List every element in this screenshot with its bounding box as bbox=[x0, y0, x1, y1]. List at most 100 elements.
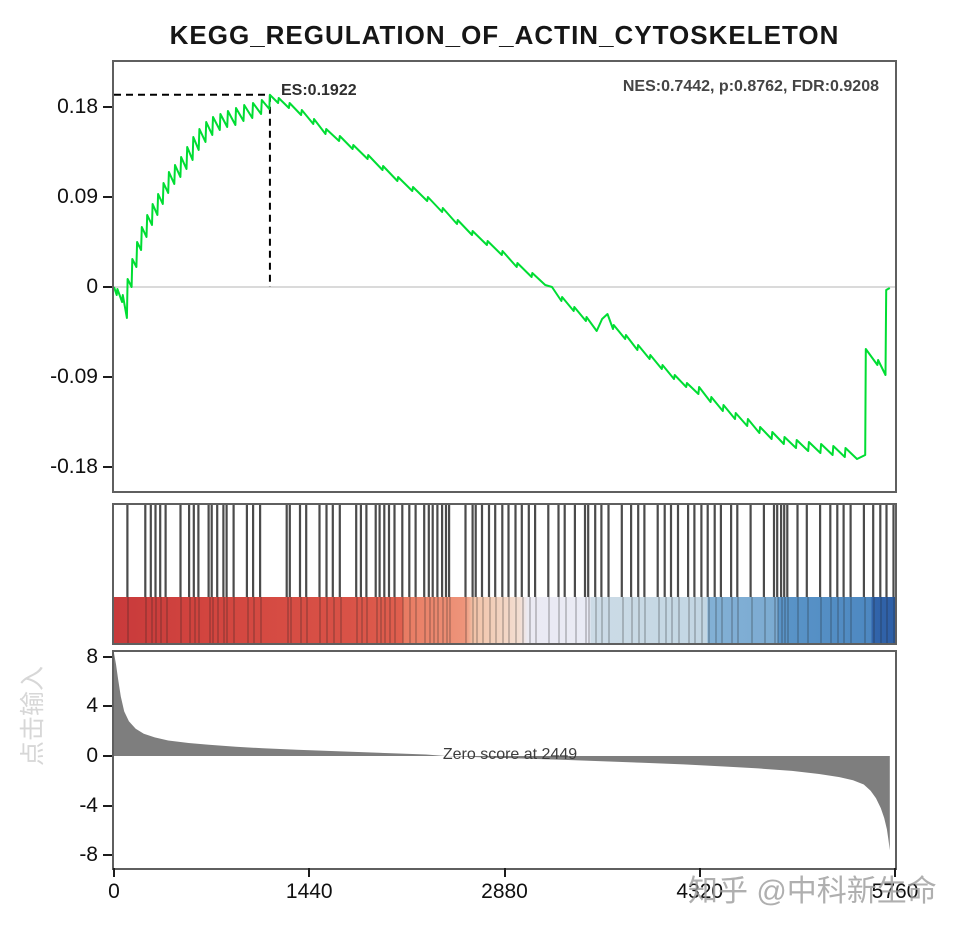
hit-line bbox=[305, 505, 308, 597]
hit-line bbox=[663, 505, 666, 597]
hit-line-shade bbox=[409, 597, 412, 643]
hit-line-shade bbox=[428, 597, 431, 643]
hit-line-shade bbox=[384, 597, 387, 643]
hit-line-shade bbox=[780, 597, 783, 643]
hit-line-shade bbox=[830, 597, 833, 643]
hit-line bbox=[126, 505, 129, 597]
hit-line-shade bbox=[260, 597, 263, 643]
hit-line bbox=[448, 505, 451, 597]
hit-line bbox=[583, 505, 587, 597]
hit-line-shade bbox=[508, 597, 511, 643]
hit-line bbox=[693, 505, 696, 597]
watermark-left: 点击输入 bbox=[19, 666, 47, 767]
hit-line bbox=[225, 505, 228, 597]
hit-line bbox=[252, 505, 255, 597]
hit-line-shade bbox=[475, 597, 478, 643]
hit-line-shade bbox=[644, 597, 647, 643]
hit-line bbox=[144, 505, 147, 597]
hit-line-shade bbox=[601, 597, 604, 643]
hit-line-shade bbox=[670, 597, 673, 643]
rank-ytick bbox=[103, 655, 112, 658]
hit-line bbox=[527, 505, 530, 597]
rank-ytick-label: 0 bbox=[86, 744, 98, 767]
hit-line bbox=[836, 505, 839, 597]
hit-line bbox=[676, 505, 680, 597]
hit-line-shade bbox=[515, 597, 518, 643]
hit-line-shade bbox=[442, 597, 445, 643]
hit-line bbox=[563, 505, 566, 597]
hit-line bbox=[700, 505, 703, 597]
nes-pvalue-fdr-label: NES:0.7442, p:0.8762, FDR:0.9208 bbox=[622, 78, 879, 95]
hit-line bbox=[298, 505, 302, 597]
hit-line-shade bbox=[657, 597, 660, 643]
ranked-metric-area bbox=[114, 653, 890, 851]
hit-line bbox=[331, 505, 334, 597]
hit-line-shade bbox=[217, 597, 220, 643]
hit-line bbox=[514, 505, 517, 597]
hit-line bbox=[892, 505, 895, 597]
hit-line bbox=[222, 505, 225, 597]
hit-line-shade bbox=[360, 597, 363, 643]
hit-line-shade bbox=[595, 597, 598, 643]
hit-line bbox=[557, 505, 560, 597]
hit-line bbox=[188, 505, 191, 597]
hit-line-shade bbox=[356, 597, 359, 643]
rank-ytick-label: -4 bbox=[79, 793, 98, 817]
hit-line-shade bbox=[449, 597, 452, 643]
hit-line bbox=[387, 505, 391, 597]
hit-line-shade bbox=[402, 597, 405, 643]
hit-line bbox=[441, 505, 444, 597]
hit-line bbox=[706, 505, 709, 597]
hit-line-shade bbox=[246, 597, 249, 643]
watermark-right: 知乎 @中科新生命 bbox=[688, 875, 937, 908]
gene-hit-barcode bbox=[126, 505, 895, 597]
hit-line bbox=[383, 505, 386, 597]
hit-line bbox=[783, 505, 786, 597]
hit-line bbox=[637, 505, 640, 597]
hit-line-shade bbox=[208, 597, 211, 643]
hit-line-shade bbox=[379, 597, 382, 643]
hit-line-shade bbox=[558, 597, 561, 643]
hit-line-shade bbox=[850, 597, 853, 643]
hit-line-shade bbox=[150, 597, 153, 643]
es-ytick-label: 0 bbox=[86, 275, 98, 298]
hit-line bbox=[600, 505, 603, 597]
hit-line bbox=[630, 505, 633, 597]
rank-ytick bbox=[103, 804, 112, 807]
es-curve bbox=[114, 93, 891, 460]
hit-line-shade bbox=[688, 597, 691, 643]
es-ytick-label: 0.18 bbox=[57, 95, 98, 118]
hit-line bbox=[427, 505, 430, 597]
hit-line-shade bbox=[306, 597, 309, 643]
hit-line bbox=[393, 505, 396, 597]
es-peak-label: ES:0.1922 bbox=[281, 82, 357, 99]
hit-line-shade bbox=[155, 597, 158, 643]
hit-line-shade bbox=[394, 597, 397, 643]
hit-line bbox=[245, 505, 248, 597]
hit-line-shade bbox=[528, 597, 531, 643]
hit-line-shade bbox=[180, 597, 183, 643]
es-ytick bbox=[103, 196, 112, 198]
hit-line-shade bbox=[694, 597, 697, 643]
hit-line bbox=[669, 505, 673, 597]
hit-line-shade bbox=[253, 597, 256, 643]
hit-line bbox=[474, 505, 477, 597]
hit-line-shade bbox=[750, 597, 753, 643]
hit-line bbox=[210, 505, 213, 597]
hit-line bbox=[520, 505, 523, 597]
enrichment-score-panel bbox=[112, 60, 897, 493]
hit-line-shade bbox=[714, 597, 717, 643]
hit-line-shade bbox=[437, 597, 440, 643]
hit-line-shade bbox=[701, 597, 704, 643]
x-axis-tick bbox=[308, 868, 311, 877]
hit-line bbox=[607, 505, 610, 597]
hit-line bbox=[444, 505, 448, 597]
hit-line bbox=[374, 505, 377, 597]
hit-line bbox=[207, 505, 210, 597]
hit-line bbox=[471, 505, 474, 597]
hit-line-shade bbox=[784, 597, 787, 643]
hit-line-shade bbox=[223, 597, 226, 643]
hit-line bbox=[192, 505, 195, 597]
hit-line bbox=[879, 505, 882, 597]
hit-line-shade bbox=[707, 597, 710, 643]
